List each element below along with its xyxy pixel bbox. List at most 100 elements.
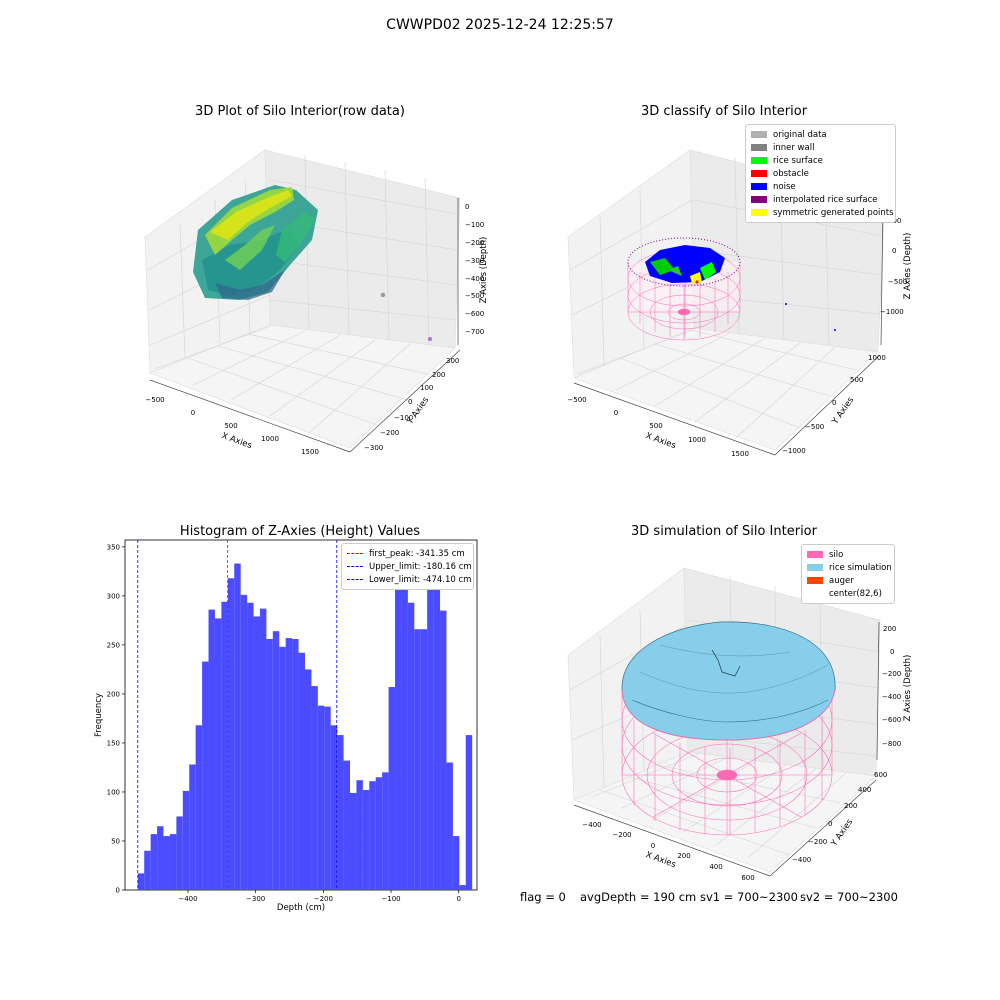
panel4-x-tick: 600 <box>741 874 754 882</box>
legend-swatch <box>751 131 767 138</box>
x-tick-label: −300 <box>246 895 265 903</box>
legend-swatch <box>751 209 767 216</box>
panel2-x-label: X Axies <box>644 431 677 451</box>
panel1-z-tick: −500 <box>465 292 484 300</box>
histogram-bar <box>414 629 421 890</box>
panel3-vlines <box>137 540 338 890</box>
panel2-x-tick: 500 <box>649 422 662 430</box>
panel1-y-tick: 200 <box>432 371 445 379</box>
legend-item: Upper_limit: -180.16 cm <box>347 560 472 573</box>
histogram-bar <box>150 834 158 890</box>
panel4-rice-surface <box>621 621 836 741</box>
panel4-z-ticks: 200 0 −200 −400 −600 −800 <box>882 625 901 748</box>
histogram-bar <box>253 616 260 890</box>
panel3-y-ticks: 0 50 100 150 200 250 300 350 <box>107 543 125 895</box>
panel4-y-tick: 400 <box>858 786 871 794</box>
panel1-x-tick: −500 <box>145 396 164 404</box>
legend-swatch <box>807 564 823 571</box>
panel4-x-tick: 200 <box>677 852 690 860</box>
histogram-bar <box>311 686 318 890</box>
legend-swatch <box>807 590 823 597</box>
panel4-x-tick: −400 <box>582 821 601 829</box>
histogram-bar <box>459 885 466 890</box>
panel2-title: 3D classify of Silo Interior <box>640 104 808 119</box>
legend-item: inner wall <box>751 141 890 154</box>
panel1-z-tick: −700 <box>465 328 484 336</box>
panel4-y-tick: −400 <box>792 856 811 864</box>
panel1-x-tick: 1500 <box>301 448 319 456</box>
histogram-bar <box>137 873 145 890</box>
histogram-bar <box>420 629 428 890</box>
panel1-outlier-point <box>428 337 432 341</box>
y-tick-label: 0 <box>116 887 120 895</box>
legend-swatch <box>347 566 363 567</box>
panel1-x-tick: 0 <box>191 409 195 417</box>
histogram-bar <box>465 735 473 890</box>
panel4-x-tick: 400 <box>709 863 722 871</box>
panel2-x-ticks: −500 0 500 1000 1500 <box>567 396 749 458</box>
panel3-y-label: Frequency <box>94 693 104 737</box>
panel4-title: 3D simulation of Silo Interior <box>631 524 817 539</box>
panel4-z-tick: −200 <box>882 670 901 678</box>
panel1-z-tick: −200 <box>465 239 484 247</box>
panel3-bars <box>137 556 473 890</box>
histogram-bar <box>388 687 396 890</box>
panel1-z-tick: −100 <box>465 221 484 229</box>
panel1-outlier-point <box>380 292 386 298</box>
panel4-y-label: Y Axies <box>829 817 856 849</box>
histogram-bar <box>427 589 434 890</box>
x-tick-label: 0 <box>456 895 460 903</box>
panel4-z-tick: 200 <box>883 625 896 633</box>
panel4-z-label: Z Axies (Depth) <box>903 655 913 722</box>
histogram-bar <box>304 669 312 890</box>
histogram-bar <box>356 780 363 890</box>
status-sv2: sv2 = 700~2300 <box>800 890 898 904</box>
histogram-bar <box>176 816 183 890</box>
figure-suptitle: CWWPD02 2025-12-24 12:25:57 <box>386 17 614 33</box>
y-tick-label: 200 <box>107 690 120 698</box>
panel3-title: Histogram of Z-Axies (Height) Values <box>179 524 421 539</box>
histogram-bar <box>317 705 325 890</box>
histogram-bar <box>214 618 222 890</box>
status-sv1: sv1 = 700~2300 <box>700 890 798 904</box>
panel4-y-tick: 200 <box>844 802 857 810</box>
legend-item: original data <box>751 128 890 141</box>
panel2-classified-points <box>627 237 836 331</box>
y-tick-label: 150 <box>107 739 120 747</box>
panel1-axes3d <box>144 149 461 453</box>
y-tick-label: 300 <box>107 592 120 600</box>
histogram-bar <box>452 836 460 890</box>
legend-item: obstacle <box>751 167 890 180</box>
histogram-bar <box>163 836 170 890</box>
histogram-bar <box>350 792 357 890</box>
histogram-bar <box>362 790 370 890</box>
panel1-y-tick: 0 <box>408 398 412 406</box>
panel4-y-ticks: −400 −200 0 200 400 600 <box>792 771 887 864</box>
panel4-y-tick: 0 <box>828 820 832 828</box>
panel2-x-tick: 0 <box>614 409 618 417</box>
panel2-z-tick: −1000 <box>880 308 904 316</box>
legend-item: auger <box>807 574 889 587</box>
status-flag: flag = 0 <box>520 890 566 904</box>
x-tick-label: −100 <box>381 895 400 903</box>
status-avg-depth: avgDepth = 190 cm <box>580 890 697 904</box>
histogram-bar <box>227 578 235 890</box>
histogram-bar <box>440 610 447 890</box>
histogram-bar <box>182 790 190 890</box>
histogram-bar <box>292 639 299 890</box>
histogram-bar <box>202 661 209 890</box>
panel2-y-tick: 1000 <box>868 354 886 362</box>
histogram-bar <box>279 646 286 890</box>
histogram-bar <box>382 772 389 890</box>
panel2-y-tick: 0 <box>832 399 836 407</box>
histogram-bar <box>369 781 376 890</box>
panel2-z-tick: 0 <box>892 247 896 255</box>
panel2-silo-wireframe <box>627 249 741 341</box>
histogram-bar <box>298 652 305 890</box>
histogram-bar <box>343 760 351 890</box>
legend-item: first_peak: -341.35 cm <box>347 547 468 560</box>
panel1-z-ticks: 0 −100 −200 −300 −400 −500 −600 −700 <box>465 203 484 336</box>
histogram-bar <box>433 556 441 890</box>
panel3-legend: first_peak: -341.35 cm Upper_limit: -180… <box>341 543 474 590</box>
